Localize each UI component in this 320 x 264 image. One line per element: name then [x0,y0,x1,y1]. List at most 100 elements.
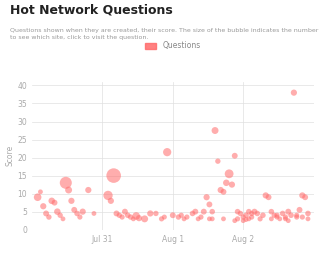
Point [162,215,167,219]
Point [207,202,212,206]
Point [269,210,274,214]
Point [55,210,60,214]
Point [49,199,54,203]
Point [108,199,113,203]
Point [246,210,252,214]
Point [63,181,68,185]
Point [249,215,254,219]
Point [246,217,252,221]
Point [303,195,308,199]
Point [196,217,201,221]
Legend: Questions: Questions [145,41,201,50]
Point [286,219,291,223]
Point [193,210,198,214]
Point [75,211,80,216]
Point [184,215,189,219]
Point [198,215,204,219]
Point [229,182,235,187]
Point [210,210,215,214]
Point [272,213,277,217]
Point [283,217,288,221]
Point [275,213,280,217]
Point [294,213,299,217]
Point [125,213,130,217]
Point [305,217,310,221]
Point [260,213,266,217]
Point [66,188,71,192]
Point [224,181,229,185]
Point [77,215,83,219]
Point [241,219,246,223]
Point [305,211,310,216]
Point [235,217,240,221]
Point [72,208,77,212]
Point [286,210,291,214]
Point [136,216,141,220]
Point [277,217,282,221]
Point [80,210,85,214]
Point [131,217,136,221]
Point [300,215,305,219]
Point [280,211,285,216]
Point [201,210,206,214]
Point [252,210,257,214]
Point [235,210,240,214]
Point [117,213,122,217]
Text: Questions shown when they are created, their score. The size of the bubble indic: Questions shown when they are created, t… [10,28,320,40]
Point [269,217,274,221]
Point [179,213,184,217]
Point [255,211,260,216]
Point [120,215,125,219]
Point [159,217,164,221]
Point [221,217,226,221]
Point [241,215,246,219]
Point [92,211,97,216]
Point [215,159,220,163]
Point [134,214,139,218]
Point [181,217,187,221]
Point [232,154,237,158]
Point [69,199,74,203]
Point [300,193,305,197]
Point [297,208,302,212]
Point [176,215,181,219]
Point [244,218,249,222]
Point [128,215,133,219]
Point [212,128,218,133]
Point [52,201,57,205]
Point [41,204,46,208]
Point [291,91,296,95]
Point [249,211,254,216]
Point [86,188,91,192]
Text: Hot Network Questions: Hot Network Questions [10,4,172,17]
Y-axis label: Score: Score [6,145,15,166]
Point [218,188,223,192]
Point [227,172,232,176]
Point [44,211,49,216]
Point [122,210,127,214]
Point [46,215,52,219]
Point [170,213,175,217]
Point [221,190,226,194]
Point [153,211,158,216]
Point [60,217,66,221]
Point [38,190,43,194]
Point [263,193,268,197]
Point [294,215,299,219]
Point [258,217,263,221]
Point [283,215,288,219]
Point [289,213,294,217]
Point [142,217,147,221]
Point [35,195,40,199]
Point [106,193,111,197]
Point [275,215,280,219]
Point [58,213,63,217]
Point [232,219,237,223]
Point [190,211,195,216]
Point [238,211,243,216]
Point [207,217,212,221]
Point [111,173,116,178]
Point [164,150,170,154]
Point [266,195,271,199]
Point [148,211,153,216]
